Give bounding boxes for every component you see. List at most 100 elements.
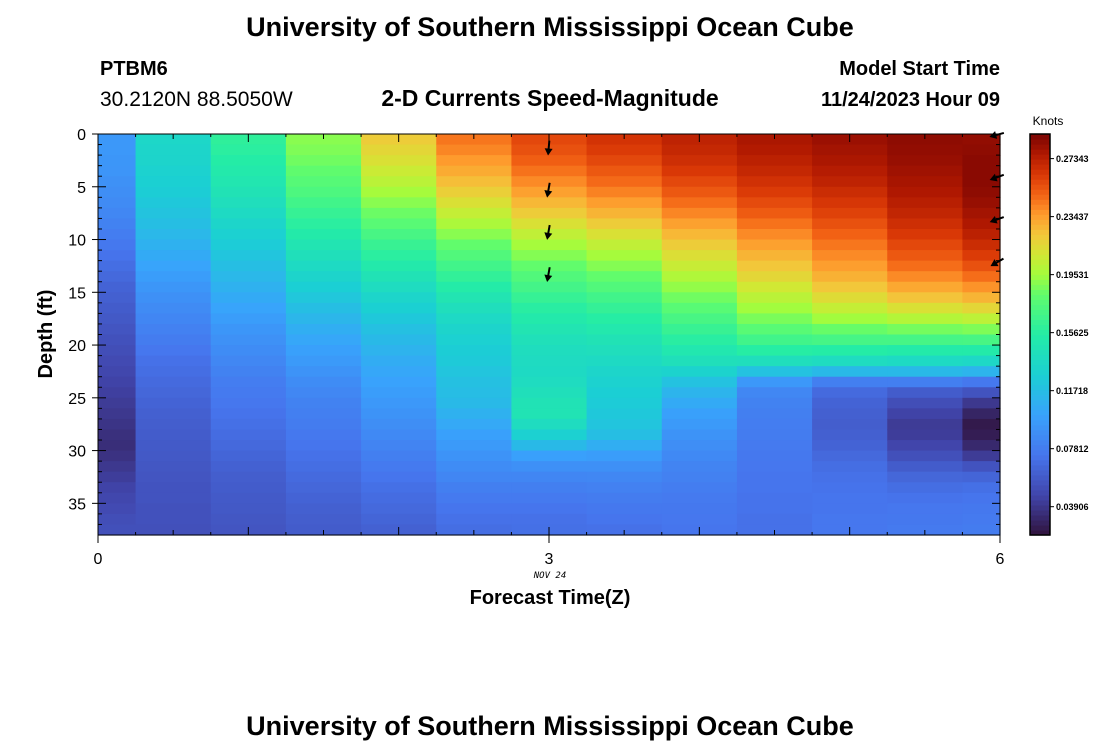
heatmap-cell (361, 155, 437, 167)
heatmap-cell (361, 323, 437, 336)
heatmap-cell (135, 165, 212, 177)
colorbar-swatch (1030, 179, 1050, 185)
colorbar-swatch (1030, 314, 1050, 321)
heatmap-cell (887, 134, 964, 146)
heatmap-cell (962, 366, 1001, 378)
y-axis: 0 5 10 15 20 25 30 35 (68, 127, 1000, 536)
heatmap-cell (661, 387, 738, 399)
heatmap-cell (736, 155, 813, 167)
colorbar-swatch (1030, 504, 1050, 511)
heatmap-cell (210, 323, 287, 336)
colorbar-swatch (1030, 524, 1050, 531)
heatmap-cell (736, 271, 813, 283)
heatmap-cell (586, 513, 663, 526)
heatmap-cell (887, 281, 964, 293)
heatmap-cell (285, 313, 362, 325)
heatmap-cell (135, 366, 212, 378)
heatmap-cell (586, 450, 663, 462)
heatmap-cell (98, 197, 137, 209)
colorbar-swatch (1030, 454, 1050, 461)
heatmap-cell (586, 418, 663, 431)
heatmap-cell (736, 450, 813, 462)
heatmap-cell (661, 239, 738, 251)
heatmap-cell (285, 450, 362, 462)
heatmap-cell (98, 323, 137, 336)
heatmap-cell (586, 482, 663, 494)
heatmap-cell (361, 144, 437, 156)
heatmap-cell (586, 281, 663, 293)
colorbar-swatch (1030, 209, 1050, 215)
heatmap-cell (98, 260, 137, 272)
heatmap-cell (210, 376, 287, 388)
colorbar-swatch (1030, 219, 1050, 225)
colorbar-swatch (1030, 509, 1050, 516)
heatmap-cell (887, 513, 964, 526)
heatmap-cell (887, 228, 964, 241)
colorbar-tick-label: 0.15625 (1056, 328, 1089, 338)
heatmap-cell (511, 471, 588, 483)
heatmap-cell (812, 281, 888, 293)
heatmap-cell (98, 207, 137, 220)
heatmap-cell (285, 440, 362, 452)
heatmap-cell (661, 355, 738, 367)
heatmap-cell (586, 355, 663, 367)
heatmap-cell (887, 387, 964, 399)
heatmap-cell (98, 176, 137, 188)
colorbar-swatch (1030, 424, 1050, 431)
colorbar-swatch (1030, 399, 1050, 406)
heatmap-cell (887, 355, 964, 367)
colorbar-swatch (1030, 514, 1050, 521)
heatmap-cell (210, 313, 287, 325)
heatmap-cell (98, 313, 137, 325)
heatmap-cell (436, 165, 513, 177)
heatmap-cell (661, 323, 738, 336)
heatmap-cell (812, 228, 888, 241)
heatmap-cell (285, 323, 362, 336)
heatmap-cell (736, 176, 813, 188)
x-axis-sublabel: NOV 24 (533, 571, 567, 581)
heatmap-cell (812, 302, 888, 314)
heatmap-cell (361, 197, 437, 209)
heatmap-cell (135, 292, 212, 304)
heatmap-cell (962, 355, 1001, 367)
heatmap-cell (887, 313, 964, 325)
heatmap-cell (887, 323, 964, 336)
heatmap-cell (210, 302, 287, 314)
heatmap-cell (210, 334, 287, 346)
heatmap-cell (736, 334, 813, 346)
heatmap-cell (98, 429, 137, 441)
heatmap-cell (887, 345, 964, 357)
heatmap-cell (736, 376, 813, 388)
heatmap-cell (285, 503, 362, 515)
heatmap-cell (736, 281, 813, 293)
heatmap-cell (285, 397, 362, 409)
heatmap-cell (285, 461, 362, 473)
heatmap-cell (361, 440, 437, 452)
colorbar-swatch (1030, 409, 1050, 416)
heatmap-cell (887, 397, 964, 409)
heatmap-cell (98, 397, 137, 409)
colorbar-swatch (1030, 254, 1050, 260)
heatmap-cell (962, 155, 1001, 167)
heatmap-cell (586, 250, 663, 262)
heatmap-cell (210, 397, 287, 409)
heatmap-cell (511, 218, 588, 230)
heatmap-cell (210, 228, 287, 241)
heatmap-cell (436, 482, 513, 494)
heatmap-cell (210, 186, 287, 198)
heatmap-cell (210, 197, 287, 209)
colorbar-tick-label: 0.19531 (1056, 270, 1089, 280)
heatmap-cell (962, 134, 1001, 146)
heatmap-cell (361, 176, 437, 188)
heatmap-cell (962, 144, 1001, 156)
heatmap-cell (812, 345, 888, 357)
heatmap-cell (210, 260, 287, 272)
heatmap-cell (210, 155, 287, 167)
heatmap-cell (285, 387, 362, 399)
heatmap-cell (812, 176, 888, 188)
heatmap-cell (812, 186, 888, 198)
heatmap-cell (436, 281, 513, 293)
colorbar-swatch (1030, 194, 1050, 200)
colorbar-swatch (1030, 474, 1050, 481)
heatmap-cell (812, 313, 888, 325)
